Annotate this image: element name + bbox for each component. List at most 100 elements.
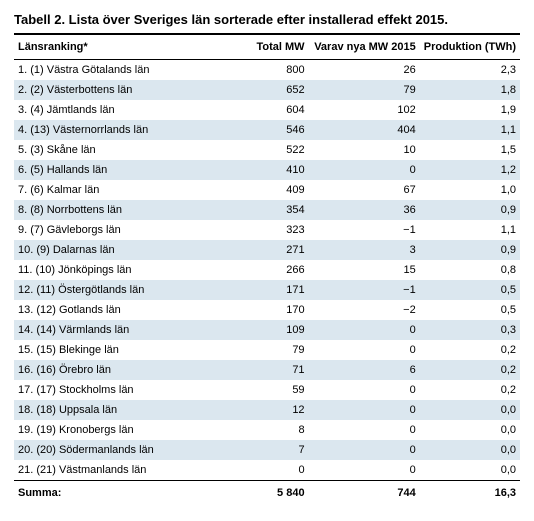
cell-rank: 16. (16) Örebro län — [14, 360, 221, 380]
table-row: 11. (10) Jönköpings län266150,8 — [14, 260, 520, 280]
cell-production: 1,5 — [420, 140, 520, 160]
col-header-production: Produktion (TWh) — [420, 35, 520, 60]
table-container: Tabell 2. Lista över Sveriges län sorter… — [0, 0, 534, 521]
cell-production: 0,0 — [420, 460, 520, 481]
cell-new-mw: 102 — [309, 100, 420, 120]
cell-production: 1,1 — [420, 220, 520, 240]
cell-rank: 7. (6) Kalmar län — [14, 180, 221, 200]
cell-total-mw: 604 — [221, 100, 309, 120]
total-new: 744 — [309, 481, 420, 506]
cell-rank: 10. (9) Dalarnas län — [14, 240, 221, 260]
cell-total-mw: 800 — [221, 60, 309, 81]
cell-new-mw: 6 — [309, 360, 420, 380]
table-row: 9. (7) Gävleborgs län323−11,1 — [14, 220, 520, 240]
cell-rank: 11. (10) Jönköpings län — [14, 260, 221, 280]
table-row: 17. (17) Stockholms län5900,2 — [14, 380, 520, 400]
table-row: 16. (16) Örebro län7160,2 — [14, 360, 520, 380]
table-row: 14. (14) Värmlands län10900,3 — [14, 320, 520, 340]
cell-new-mw: 0 — [309, 320, 420, 340]
cell-new-mw: 0 — [309, 380, 420, 400]
cell-production: 0,5 — [420, 300, 520, 320]
cell-production: 1,9 — [420, 100, 520, 120]
cell-production: 0,9 — [420, 240, 520, 260]
table-row: 13. (12) Gotlands län170−20,5 — [14, 300, 520, 320]
table-row: 10. (9) Dalarnas län27130,9 — [14, 240, 520, 260]
cell-rank: 6. (5) Hallands län — [14, 160, 221, 180]
cell-rank: 17. (17) Stockholms län — [14, 380, 221, 400]
cell-new-mw: 0 — [309, 400, 420, 420]
table-row: 12. (11) Östergötlands län171−10,5 — [14, 280, 520, 300]
cell-rank: 2. (2) Västerbottens län — [14, 80, 221, 100]
cell-total-mw: 546 — [221, 120, 309, 140]
table-body: 1. (1) Västra Götalands län800262,32. (2… — [14, 60, 520, 481]
table-row: 18. (18) Uppsala län1200,0 — [14, 400, 520, 420]
cell-new-mw: 0 — [309, 420, 420, 440]
cell-total-mw: 266 — [221, 260, 309, 280]
table-row: 2. (2) Västerbottens län652791,8 — [14, 80, 520, 100]
table-row: 8. (8) Norrbottens län354360,9 — [14, 200, 520, 220]
col-header-total-mw: Total MW — [221, 35, 309, 60]
cell-new-mw: 10 — [309, 140, 420, 160]
cell-total-mw: 7 — [221, 440, 309, 460]
cell-new-mw: −1 — [309, 220, 420, 240]
cell-total-mw: 522 — [221, 140, 309, 160]
cell-total-mw: 271 — [221, 240, 309, 260]
table-row: 20. (20) Södermanlands län700,0 — [14, 440, 520, 460]
cell-new-mw: 67 — [309, 180, 420, 200]
cell-production: 0,2 — [420, 380, 520, 400]
cell-production: 1,1 — [420, 120, 520, 140]
lans-table: Länsranking* Total MW Varav nya MW 2015 … — [14, 35, 520, 505]
cell-total-mw: 323 — [221, 220, 309, 240]
cell-new-mw: 0 — [309, 340, 420, 360]
cell-production: 0,0 — [420, 440, 520, 460]
cell-rank: 18. (18) Uppsala län — [14, 400, 221, 420]
cell-rank: 14. (14) Värmlands län — [14, 320, 221, 340]
cell-production: 0,2 — [420, 340, 520, 360]
cell-total-mw: 8 — [221, 420, 309, 440]
cell-rank: 20. (20) Södermanlands län — [14, 440, 221, 460]
table-row: 15. (15) Blekinge län7900,2 — [14, 340, 520, 360]
total-label: Summa: — [14, 481, 221, 506]
cell-total-mw: 170 — [221, 300, 309, 320]
cell-total-mw: 12 — [221, 400, 309, 420]
cell-total-mw: 0 — [221, 460, 309, 481]
cell-rank: 13. (12) Gotlands län — [14, 300, 221, 320]
cell-rank: 12. (11) Östergötlands län — [14, 280, 221, 300]
cell-total-mw: 59 — [221, 380, 309, 400]
cell-production: 0,8 — [420, 260, 520, 280]
total-prod: 16,3 — [420, 481, 520, 506]
cell-total-mw: 71 — [221, 360, 309, 380]
col-header-new-mw: Varav nya MW 2015 — [309, 35, 420, 60]
cell-new-mw: 0 — [309, 440, 420, 460]
cell-production: 0,9 — [420, 200, 520, 220]
cell-rank: 15. (15) Blekinge län — [14, 340, 221, 360]
cell-production: 2,3 — [420, 60, 520, 81]
cell-total-mw: 652 — [221, 80, 309, 100]
table-title: Tabell 2. Lista över Sveriges län sorter… — [14, 12, 520, 35]
cell-total-mw: 79 — [221, 340, 309, 360]
cell-production: 0,0 — [420, 400, 520, 420]
table-row: 5. (3) Skåne län522101,5 — [14, 140, 520, 160]
table-row: 7. (6) Kalmar län409671,0 — [14, 180, 520, 200]
cell-new-mw: 3 — [309, 240, 420, 260]
cell-total-mw: 354 — [221, 200, 309, 220]
cell-rank: 19. (19) Kronobergs län — [14, 420, 221, 440]
cell-rank: 8. (8) Norrbottens län — [14, 200, 221, 220]
cell-production: 1,2 — [420, 160, 520, 180]
table-row: 21. (21) Västmanlands län000,0 — [14, 460, 520, 481]
cell-new-mw: 36 — [309, 200, 420, 220]
cell-rank: 4. (13) Västernorrlands län — [14, 120, 221, 140]
table-row: 4. (13) Västernorrlands län5464041,1 — [14, 120, 520, 140]
cell-new-mw: 0 — [309, 460, 420, 481]
table-header-row: Länsranking* Total MW Varav nya MW 2015 … — [14, 35, 520, 60]
cell-rank: 9. (7) Gävleborgs län — [14, 220, 221, 240]
cell-production: 1,0 — [420, 180, 520, 200]
total-mw: 5 840 — [221, 481, 309, 506]
cell-total-mw: 171 — [221, 280, 309, 300]
cell-new-mw: 15 — [309, 260, 420, 280]
cell-production: 0,5 — [420, 280, 520, 300]
table-row: 3. (4) Jämtlands län6041021,9 — [14, 100, 520, 120]
cell-total-mw: 409 — [221, 180, 309, 200]
table-row: 1. (1) Västra Götalands län800262,3 — [14, 60, 520, 81]
cell-total-mw: 410 — [221, 160, 309, 180]
